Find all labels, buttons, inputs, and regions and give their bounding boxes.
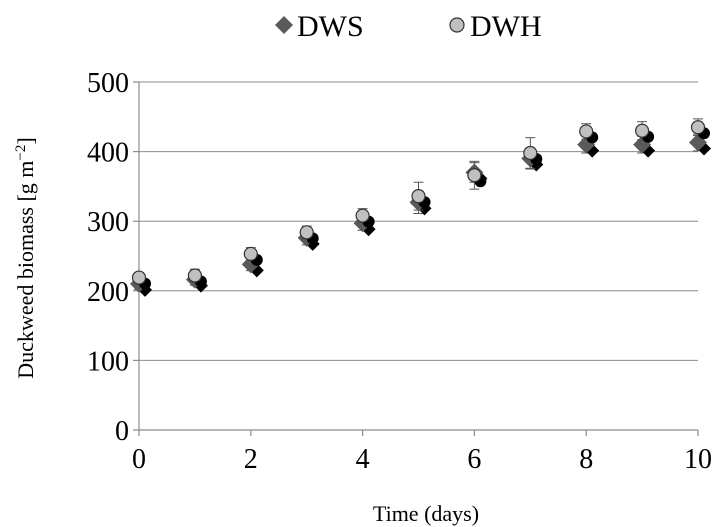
y-axis-title-end: ] <box>13 137 38 144</box>
data-point <box>411 189 426 204</box>
data-point <box>579 124 594 139</box>
y-tick-label: 100 <box>87 346 129 377</box>
x-tick-label: 6 <box>467 444 481 475</box>
data-point <box>299 225 314 240</box>
x-tick-label: 0 <box>132 444 146 475</box>
y-tick-label: 400 <box>87 138 129 169</box>
data-point <box>187 268 202 283</box>
axes <box>133 81 699 436</box>
y-tick-label: 300 <box>87 207 129 238</box>
series-dws <box>130 133 711 297</box>
data-point <box>355 208 370 223</box>
y-tick-label: 500 <box>87 68 129 99</box>
x-tick-label: 8 <box>579 444 593 475</box>
y-axis-title-main: Duckweed biomass [g m <box>13 161 38 379</box>
x-tick-label: 4 <box>356 444 370 475</box>
series-layer <box>130 118 711 297</box>
y-axis-title-superscript: −2 <box>13 145 29 161</box>
legend: DWS DWH <box>275 10 542 43</box>
x-tick-labels: 0 2 4 6 8 10 <box>132 444 712 475</box>
data-point <box>690 120 706 135</box>
series-dwh <box>131 118 710 290</box>
x-tick-label: 10 <box>684 444 712 475</box>
y-tick-label: 0 <box>115 416 129 447</box>
x-axis-title: Time (days) <box>373 501 479 526</box>
legend-marker-dws <box>275 16 293 34</box>
data-point <box>634 123 650 138</box>
data-point <box>243 246 258 262</box>
y-axis-title: Duckweed biomass [g m−2] <box>13 137 38 378</box>
legend-marker-dwh <box>449 17 465 33</box>
x-tick-label: 2 <box>244 444 258 475</box>
y-tick-labels: 0 100 200 300 400 500 <box>87 68 129 447</box>
gridlines <box>139 81 698 361</box>
data-point <box>523 145 538 161</box>
legend-label-dws: DWS <box>297 10 364 43</box>
legend-label-dwh: DWH <box>470 10 542 43</box>
y-tick-label: 200 <box>87 277 129 308</box>
data-point <box>131 270 147 285</box>
data-point <box>467 168 482 183</box>
